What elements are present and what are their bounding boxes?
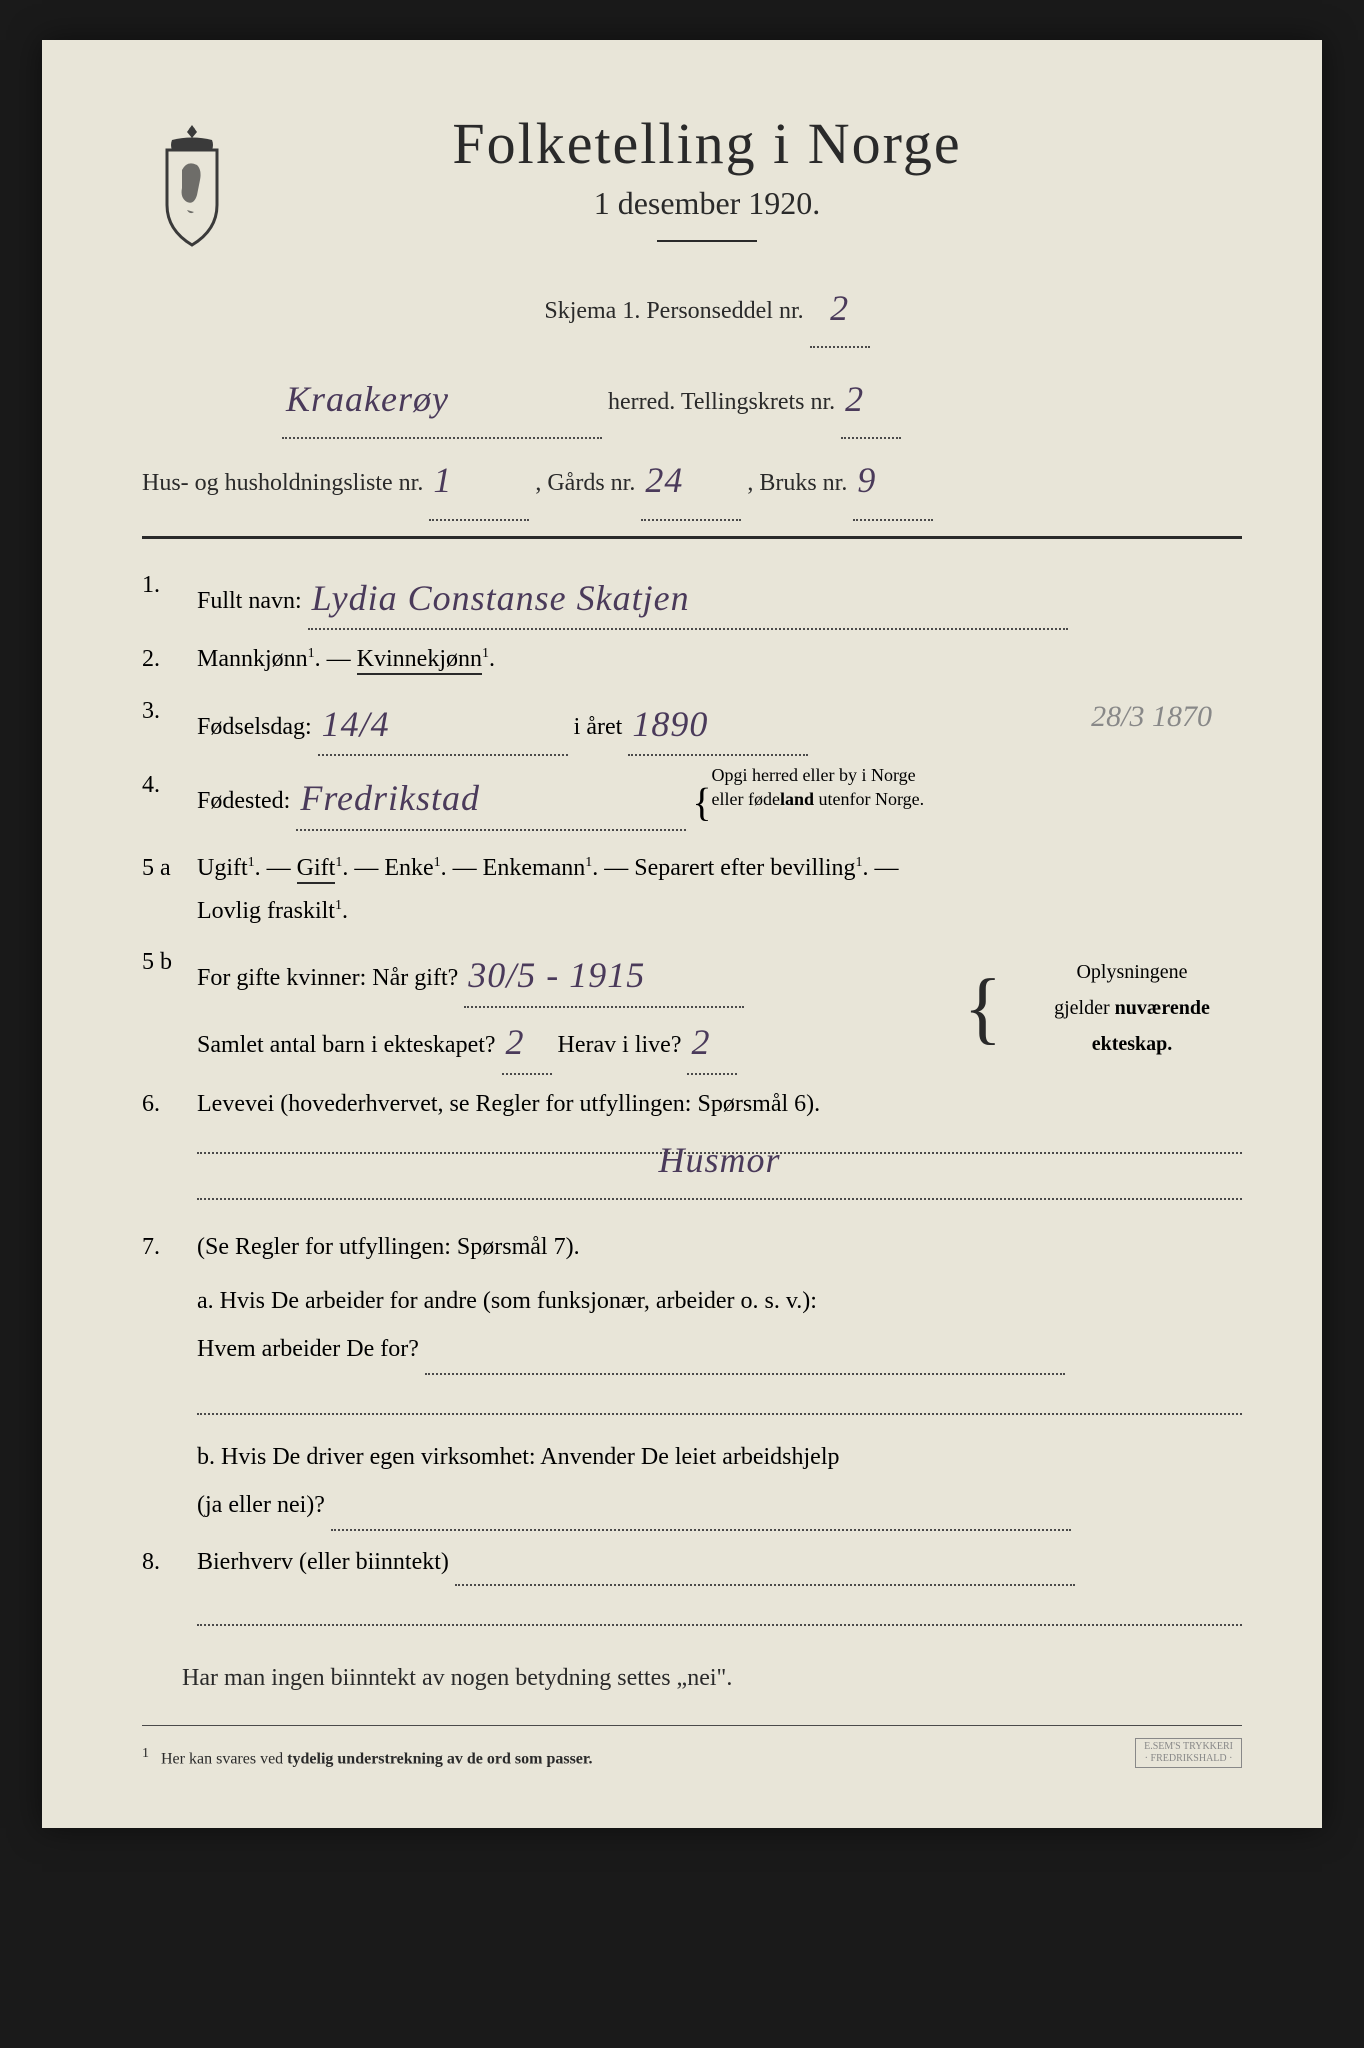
tellingskrets-nr: 2 — [845, 379, 864, 419]
q2-label-kvinne: Kvinnekjønn — [357, 646, 482, 675]
q4-num: 4. — [142, 764, 182, 838]
q8-note-line: Har man ingen biinntekt av nogen betydni… — [142, 1652, 1242, 1705]
question-5b: 5 b For gifte kvinner: Når gift? 30/5 - … — [142, 941, 1242, 1075]
q5b-note: Oplysningene gjelder nuværende ekteskap. — [1022, 954, 1242, 1062]
printer-stamp: E.SEM'S TRYKKERI · FREDRIKSHALD · — [1135, 1738, 1242, 1768]
q5a-sep: Separert efter bevilling — [634, 855, 855, 881]
question-1: 1. Fullt navn: Lydia Constanse Skatjen — [142, 564, 1242, 631]
q6-value: Husmor — [658, 1140, 780, 1180]
gards-label: , Gårds nr. — [535, 470, 635, 496]
question-8: 8. Bierhverv (eller biinntekt) — [142, 1541, 1242, 1644]
q5b-note-3: ekteskap. — [1092, 1033, 1173, 1055]
q5a-enke: Enke — [384, 855, 433, 881]
personseddel-nr: 2 — [830, 288, 849, 328]
q3-day: 14/4 — [322, 704, 390, 744]
footnote-text: Her kan svares ved tydelig understreknin… — [161, 1750, 593, 1767]
stamp-line-2: · FREDRIKSHALD · — [1145, 1753, 1233, 1764]
question-7a: a. Hvis De arbeider for andre (som funks… — [142, 1277, 1242, 1415]
q7-num: 7. — [142, 1226, 182, 1269]
bruks-label: , Bruks nr. — [747, 470, 847, 496]
q2-label-mann: Mannkjønn — [197, 646, 308, 672]
q5a-ugift: Ugift — [197, 855, 248, 881]
q5b-num: 5 b — [142, 941, 182, 1075]
q5b-barn-label: Samlet antal barn i ekteskapet? — [197, 1032, 496, 1058]
q5b-gift-date: 30/5 - 1915 — [468, 955, 645, 995]
footnote: 1 Her kan svares ved tydelig understrekn… — [142, 1746, 1242, 1768]
q1-num: 1. — [142, 564, 182, 631]
q4-value: Fredrikstad — [300, 778, 480, 818]
q8-note: Har man ingen biinntekt av nogen betydni… — [182, 1665, 732, 1691]
skjema-label: Skjema 1. Personseddel nr. — [544, 298, 803, 324]
q2-num: 2. — [142, 638, 182, 681]
subtitle: 1 desember 1920. — [272, 185, 1142, 222]
q7b-label2: (ja eller nei)? — [197, 1492, 325, 1518]
q6-label: Levevei (hovederhvervet, se Regler for u… — [197, 1091, 820, 1117]
hus-line: Hus- og husholdningsliste nr. 1 , Gårds … — [142, 439, 1242, 520]
q4-label: Fødested: — [197, 788, 290, 814]
hus-nr: 1 — [433, 460, 452, 500]
herred-label: herred. Tellingskrets nr. — [608, 389, 835, 415]
title-block: Folketelling i Norge 1 desember 1920. Sk… — [272, 110, 1242, 348]
skjema-line: Skjema 1. Personseddel nr. 2 — [272, 267, 1142, 348]
header: Folketelling i Norge 1 desember 1920. Sk… — [142, 110, 1242, 348]
q1-value: Lydia Constanse Skatjen — [312, 578, 690, 618]
q7a-label2: Hvem arbeider De for? — [197, 1336, 419, 1362]
q3-num: 3. — [142, 690, 182, 757]
crest-icon — [142, 120, 242, 250]
gards-nr: 24 — [645, 460, 683, 500]
census-form-page: Folketelling i Norge 1 desember 1920. Sk… — [42, 40, 1322, 1828]
q5b-label: For gifte kvinner: Når gift? — [197, 965, 458, 991]
q3-pencil-note: 28/3 1870 — [1091, 690, 1212, 744]
q7a-label: a. Hvis De arbeider for andre (som funks… — [197, 1288, 817, 1314]
question-7: 7. (Se Regler for utfyllingen: Spørsmål … — [142, 1226, 1242, 1269]
q5b-live-label: Herav i live? — [558, 1032, 682, 1058]
bracket-icon: { — [964, 976, 1002, 1040]
q3-mid: i året — [574, 714, 623, 740]
bruks-nr: 9 — [857, 460, 876, 500]
question-6: 6. Levevei (hovederhvervet, se Regler fo… — [142, 1083, 1242, 1218]
q5a-lovlig: Lovlig fraskilt — [197, 898, 335, 924]
divider — [657, 240, 757, 242]
q4-note-2: eller fødeland utenfor Norge. — [712, 789, 925, 809]
q3-year: 1890 — [632, 704, 708, 744]
q8-label: Bierhverv (eller biinntekt) — [197, 1549, 449, 1575]
stamp-line-1: E.SEM'S TRYKKERI — [1144, 1741, 1233, 1752]
q4-note-1: Opgi herred eller by i Norge — [712, 765, 916, 785]
q5b-note-1: Oplysningene — [1076, 961, 1187, 983]
q6-num: 6. — [142, 1083, 182, 1218]
q5a-enkemann: Enkemann — [483, 855, 586, 881]
q5b-note-2: gjelder nuværende — [1054, 997, 1210, 1019]
question-3: 3. Fødselsdag: 14/4 i året 1890 28/3 187… — [142, 690, 1242, 757]
q4-note: Opgi herred eller by i Norge eller fødel… — [712, 764, 992, 811]
q7-label: (Se Regler for utfyllingen: Spørsmål 7). — [197, 1234, 580, 1260]
heavy-divider — [142, 536, 1242, 539]
q3-label: Fødselsdag: — [197, 714, 312, 740]
q8-num: 8. — [142, 1541, 182, 1644]
question-2: 2. Mannkjønn1. — Kvinnekjønn1. — [142, 638, 1242, 681]
main-title: Folketelling i Norge — [272, 110, 1142, 177]
herred-value: Kraakerøy — [286, 379, 449, 419]
q1-label: Fullt navn: — [197, 588, 302, 614]
question-5a: 5 a Ugift1. — Gift1. — Enke1. — Enkemann… — [142, 847, 1242, 933]
question-7b: b. Hvis De driver egen virksomhet: Anven… — [142, 1433, 1242, 1531]
q7b-label: b. Hvis De driver egen virksomhet: Anven… — [197, 1444, 839, 1470]
q5a-num: 5 a — [142, 847, 182, 933]
question-4: 4. Fødested: Fredrikstad { Opgi herred e… — [142, 764, 1242, 838]
q5a-gift: Gift — [297, 855, 336, 884]
herred-line: Kraakerøy herred. Tellingskrets nr. 2 — [142, 358, 1242, 439]
q5b-barn: 2 — [506, 1022, 525, 1062]
q5b-live: 2 — [691, 1022, 710, 1062]
hus-label: Hus- og husholdningsliste nr. — [142, 470, 423, 496]
thin-divider — [142, 1725, 1242, 1726]
